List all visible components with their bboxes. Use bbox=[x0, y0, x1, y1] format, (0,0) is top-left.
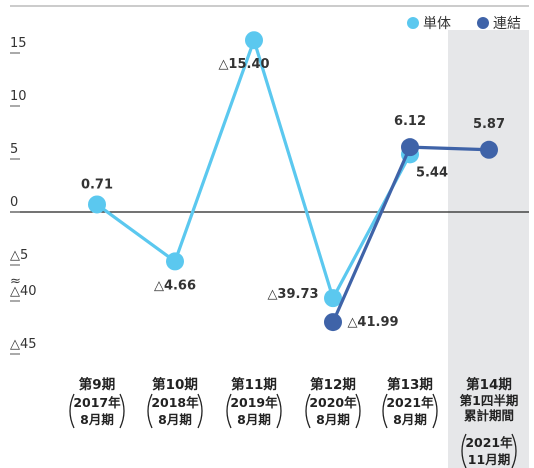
category-period: 2021年 bbox=[465, 435, 513, 450]
data-label-single: △39.73 bbox=[267, 287, 318, 302]
y-tick-label: 5 bbox=[10, 142, 18, 157]
paren-right bbox=[511, 433, 517, 468]
axis-break-symbol: ≈ bbox=[10, 274, 21, 289]
y-tick-label: 0 bbox=[10, 195, 18, 210]
paren-right bbox=[119, 393, 125, 429]
paren-right bbox=[355, 393, 361, 429]
category-period: 2021年 bbox=[386, 395, 434, 410]
category-period: 8月期 bbox=[158, 412, 192, 427]
data-label-consolidated: △41.99 bbox=[347, 315, 398, 330]
data-point bbox=[324, 289, 342, 308]
paren-left bbox=[305, 393, 311, 429]
category-label: 第11期 bbox=[231, 376, 277, 393]
category-label: 第10期 bbox=[152, 376, 198, 393]
category-label: 第12期 bbox=[310, 376, 356, 393]
paren-left bbox=[226, 393, 232, 429]
y-tick-label: △40 bbox=[10, 284, 37, 299]
category-period: 8月期 bbox=[316, 412, 350, 427]
series-line-segment bbox=[331, 145, 412, 324]
category-label: 第13期 bbox=[387, 376, 433, 393]
category-period: 2019年 bbox=[230, 395, 278, 410]
category-sublabel: 第1四半期 bbox=[460, 393, 519, 408]
legend-swatch-single bbox=[407, 17, 419, 29]
data-point bbox=[324, 313, 342, 332]
series-line-segment bbox=[95, 202, 177, 263]
category-axis: 第9期 2017年 8月期 第10期 2018年 8月期 第11期 2019年 8月期 第12期 2… bbox=[69, 376, 519, 468]
paren-right bbox=[197, 393, 203, 429]
data-label-single: △15.40 bbox=[218, 57, 269, 72]
y-tick-label: 15 bbox=[10, 36, 27, 51]
y-tick-label: △5 bbox=[10, 248, 28, 263]
y-axis: 15 10 5 0 △5 △40 △45 ≈ bbox=[10, 36, 37, 355]
data-point bbox=[401, 138, 419, 157]
highlight-band bbox=[448, 30, 529, 468]
data-label-single: 0.71 bbox=[81, 177, 113, 192]
series-line-segment bbox=[173, 38, 256, 263]
legend-label-consolidated: 連結 bbox=[493, 16, 521, 32]
series-layer bbox=[88, 31, 498, 332]
category-period: 2020年 bbox=[309, 395, 357, 410]
data-point bbox=[480, 140, 498, 159]
data-label-layer: 0.71 △4.66 △15.40 △39.73 5.44 △41.99 6.12 5.87 bbox=[81, 57, 505, 330]
data-point bbox=[166, 252, 184, 271]
data-label-single: 5.44 bbox=[416, 165, 448, 180]
category-period: 2018年 bbox=[151, 395, 199, 410]
y-tick-label: 10 bbox=[10, 89, 27, 104]
category-label: 第14期 bbox=[466, 376, 512, 393]
category-period: 2017年 bbox=[73, 395, 121, 410]
category-period: 8月期 bbox=[237, 412, 271, 427]
category-sublabel: 累計期間 bbox=[464, 408, 514, 423]
paren-left bbox=[461, 433, 467, 468]
legend-swatch-consolidated bbox=[477, 17, 489, 29]
data-label-consolidated: 6.12 bbox=[394, 114, 426, 129]
paren-left bbox=[69, 393, 75, 429]
category-label: 第9期 bbox=[79, 376, 115, 393]
series-line-segment bbox=[408, 145, 491, 152]
paren-right bbox=[276, 393, 282, 429]
category-period: 8月期 bbox=[80, 412, 114, 427]
paren-left bbox=[147, 393, 153, 429]
paren-left bbox=[382, 393, 388, 429]
data-label-single: △4.66 bbox=[154, 278, 196, 293]
category-period: 8月期 bbox=[393, 412, 427, 427]
legend: 単体 連結 bbox=[407, 16, 521, 32]
data-label-consolidated: 5.87 bbox=[473, 117, 505, 132]
paren-right bbox=[432, 393, 438, 429]
series-line-segment bbox=[252, 38, 335, 300]
data-point bbox=[88, 195, 106, 214]
legend-label-single: 単体 bbox=[423, 16, 451, 32]
y-tick-label: △45 bbox=[10, 337, 37, 352]
data-point bbox=[245, 31, 263, 50]
category-period: 11月期 bbox=[468, 452, 510, 467]
